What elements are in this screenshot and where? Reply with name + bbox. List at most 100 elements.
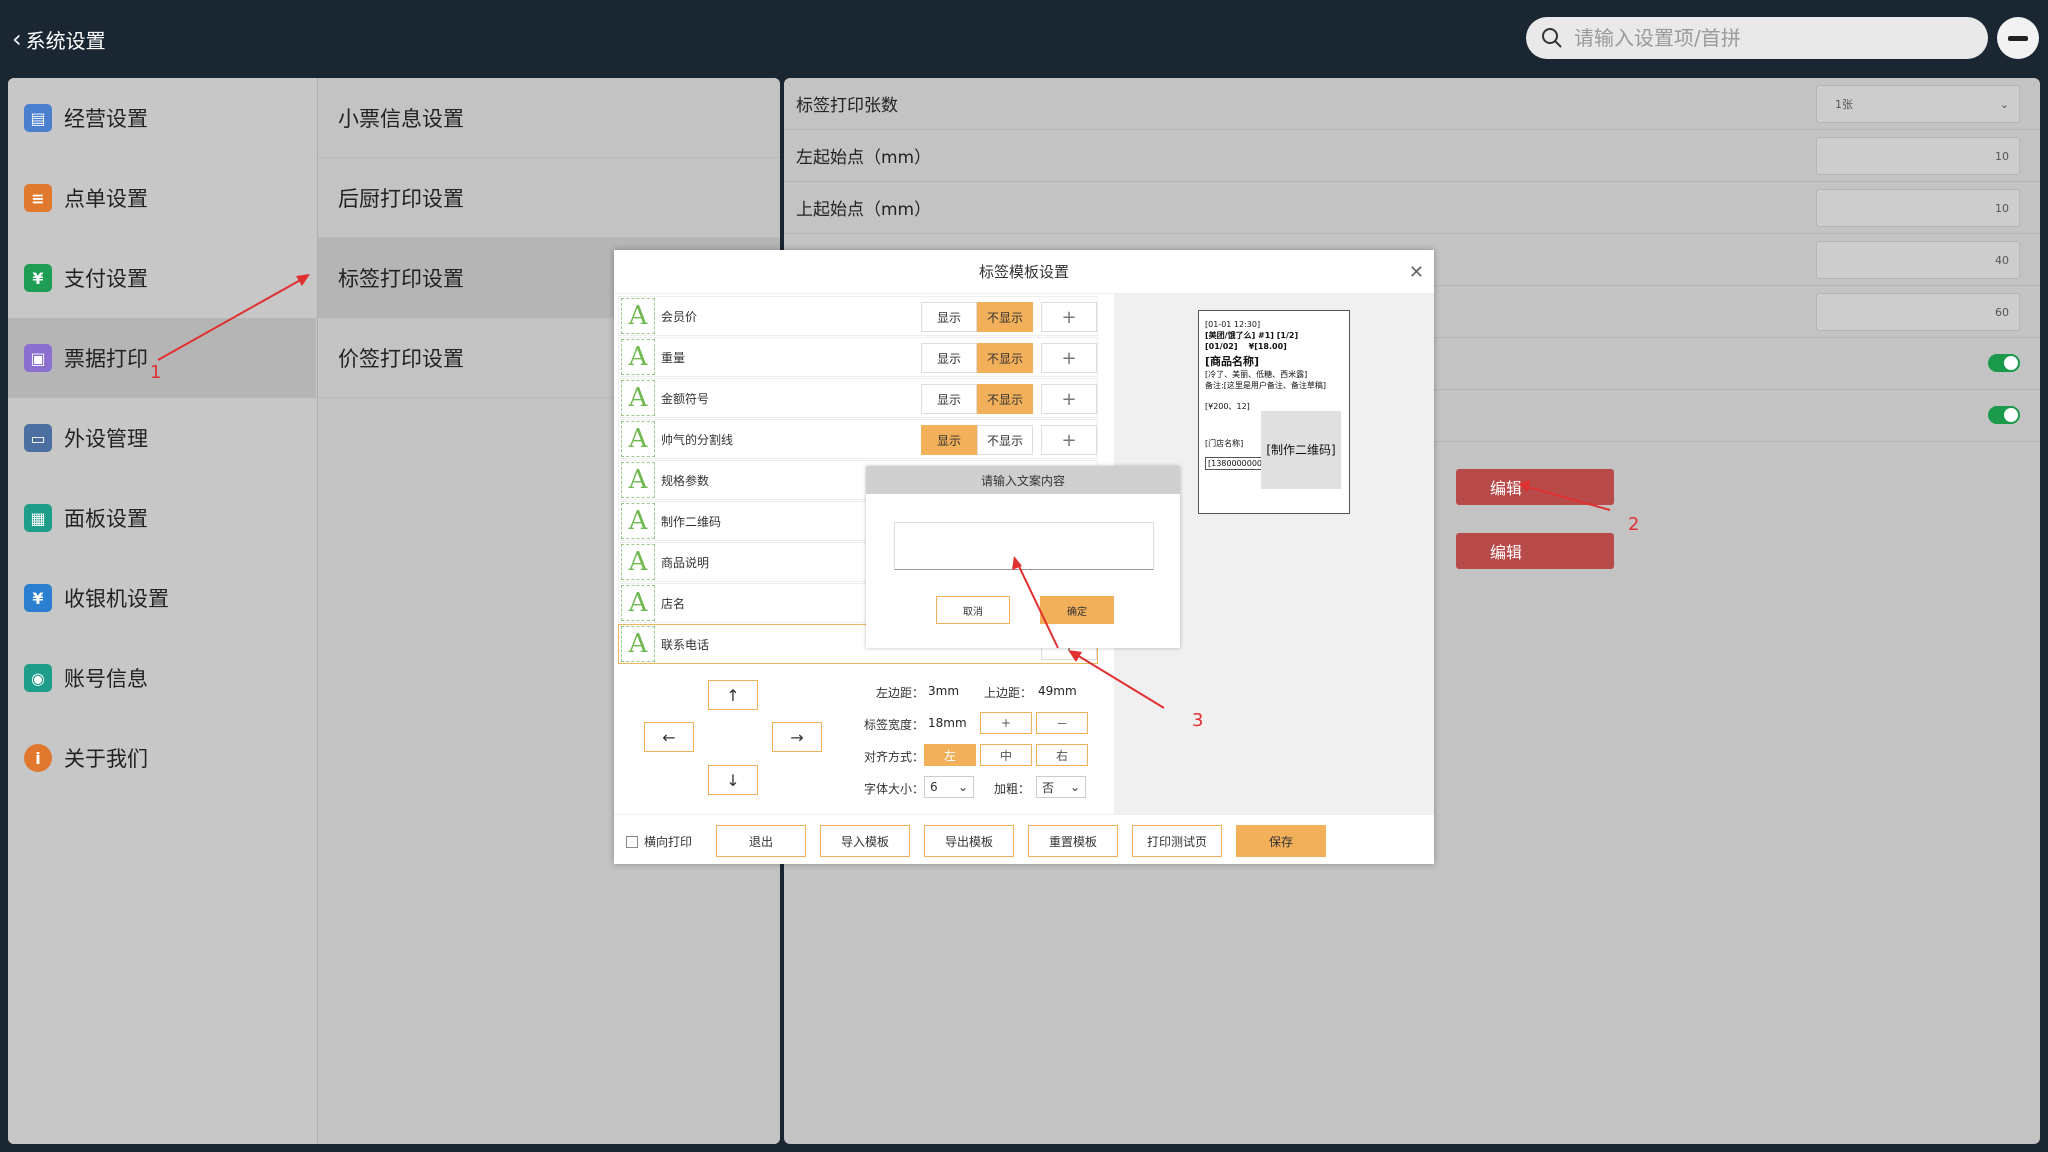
hide-option[interactable]: 不显示 [977,343,1033,373]
align-center-button[interactable]: 中 [980,744,1032,766]
setting-input-4[interactable]: 40 [1816,241,2020,279]
nav-label: 收银机设置 [64,587,169,611]
font-size-select[interactable]: 6 ⌄ [924,776,974,798]
add-button[interactable]: + [1041,425,1097,455]
dialog-title: 请输入文案内容 [866,466,1180,494]
nav-item-about[interactable]: i 关于我们 [8,718,316,798]
hide-option[interactable]: 不显示 [977,384,1033,414]
align-right-button[interactable]: 右 [1036,744,1088,766]
chevron-down-icon: ⌄ [1069,780,1080,794]
align-label: 对齐方式： [863,750,924,764]
preview-spec: [冷了、美丽、低糖、西米露] [1205,370,1308,379]
toggle-switch[interactable] [1988,406,2020,424]
add-button[interactable]: + [1041,384,1097,414]
nav-item-panel[interactable]: ▦ 面板设置 [8,478,316,558]
show-option[interactable]: 显示 [921,425,977,455]
move-down-button[interactable]: ↓ [708,765,758,795]
preview-platform: [美团/饿了么] #1] [1/2] [1205,331,1299,340]
edit-button-2[interactable]: 编辑 [1456,533,1614,569]
field-row: A 重量 显示 不显示 + [618,337,1098,377]
field-row: A 规格参数 [618,460,1098,500]
text-input-dialog: 请输入文案内容 取消 确定 [866,466,1180,648]
setting-input-5[interactable]: 60 [1816,293,2020,331]
nav-label: 支付设置 [64,267,148,291]
text-field-icon: A [621,339,655,375]
left-margin-label: 左边距： [875,686,924,700]
edit-label: 编辑 [1489,543,1522,562]
top-margin-value: 49mm [1038,684,1077,698]
subnav-item-price-tag[interactable]: 价签打印设置 [318,318,780,398]
field-name: 金额符号 [661,391,710,406]
subnav-item-kitchen[interactable]: 后厨打印设置 [318,158,780,238]
nav-item-business[interactable]: ▤ 经营设置 [8,78,316,158]
nav-item-cashier[interactable]: ¥ 收银机设置 [8,558,316,638]
show-option[interactable]: 显示 [921,302,977,332]
nav-item-peripheral[interactable]: ▭ 外设管理 [8,398,316,478]
nav-item-printing[interactable]: ▣ 票据打印 [8,318,316,398]
export-template-button[interactable]: 导出模板 [924,825,1014,857]
minus-button[interactable] [1997,17,2039,59]
left-start-input[interactable]: 10 [1816,137,2020,175]
nav-item-account[interactable]: ◉ 账号信息 [8,638,316,718]
move-left-button[interactable]: ← [644,722,694,752]
nav-label: 经营设置 [64,107,148,131]
select-value: 否 [1042,780,1055,795]
text-field-icon: A [621,503,655,539]
toggle-switch[interactable] [1988,354,2020,372]
nav-label: 关于我们 [64,747,148,771]
minus-icon [2008,35,2028,41]
top-start-input[interactable]: 10 [1816,189,2020,227]
checkbox-label: 横向打印 [644,835,693,849]
cashier-icon: ¥ [24,584,52,612]
search-input[interactable] [1574,26,1964,50]
reset-template-button[interactable]: 重置模板 [1028,825,1118,857]
back-button[interactable]: ‹ 系统设置 [12,24,106,54]
checkbox-box[interactable] [626,835,638,848]
import-template-button[interactable]: 导入模板 [820,825,910,857]
close-icon[interactable]: ✕ [1408,262,1424,283]
print-test-button[interactable]: 打印测试页 [1132,825,1222,857]
text-field-icon: A [621,544,655,580]
chevron-down-icon: ⌄ [1999,97,2009,111]
setting-label: 标签打印张数 [796,96,898,116]
setting-label: 左起始点（mm） [796,148,932,168]
save-button[interactable]: 保存 [1236,825,1326,857]
cancel-button[interactable]: 取消 [936,596,1010,624]
preview-store: [门店名称] [1205,439,1244,448]
hide-option[interactable]: 不显示 [977,302,1033,332]
print-count-select[interactable]: 1张 ⌄ [1816,85,2020,123]
select-value: 6 [930,780,938,794]
field-list: A 会员价 显示 不显示 + A 重量 显示 不显示 + A 金额符号 显示 不显示 … [618,296,1098,666]
exit-button[interactable]: 退出 [716,825,806,857]
nav-item-order[interactable]: ≡ 点单设置 [8,158,316,238]
panel-icon: ▦ [24,504,52,532]
text-content-input[interactable] [894,522,1154,570]
landscape-checkbox[interactable]: 横向打印 [626,833,692,850]
chevron-left-icon: ‹ [12,25,22,53]
subnav-item-receipt[interactable]: 小票信息设置 [318,78,780,158]
align-left-button[interactable]: 左 [924,744,976,766]
field-name: 重量 [661,350,686,365]
peripheral-icon: ▭ [24,424,52,452]
input-value: 60 [1995,305,2009,319]
add-button[interactable]: + [1041,343,1097,373]
confirm-button[interactable]: 确定 [1040,596,1114,624]
hide-option[interactable]: 不显示 [977,425,1033,455]
nav-label: 面板设置 [64,507,148,531]
add-button[interactable]: + [1041,302,1097,332]
search-box[interactable] [1526,17,1988,59]
move-right-button[interactable]: → [772,722,822,752]
bold-select[interactable]: 否 ⌄ [1036,776,1086,798]
show-option[interactable]: 显示 [921,343,977,373]
field-row: A 金额符号 显示 不显示 + [618,378,1098,418]
show-option[interactable]: 显示 [921,384,977,414]
nav-item-payment[interactable]: ¥ 支付设置 [8,238,316,318]
top-bar: ‹ 系统设置 [0,0,2048,76]
setting-left-start: 左起始点（mm） 10 [784,130,2040,182]
width-decrease-button[interactable]: － [1036,712,1088,734]
move-up-button[interactable]: ↑ [708,680,758,710]
edit-button-1[interactable]: 编辑 [1456,469,1614,505]
text-field-icon: A [621,626,655,662]
width-increase-button[interactable]: + [980,712,1032,734]
info-icon: i [24,744,52,772]
